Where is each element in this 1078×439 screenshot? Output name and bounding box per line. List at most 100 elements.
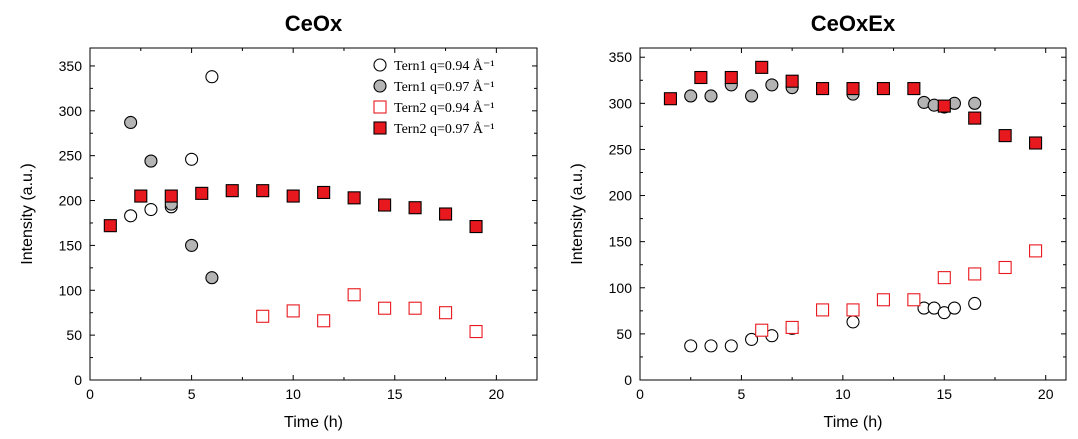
data-point (286, 304, 300, 318)
legend-marker (373, 79, 387, 93)
data-point (937, 99, 951, 113)
series-square-open (755, 244, 1043, 337)
legend-marker (373, 58, 387, 72)
data-point (998, 129, 1012, 143)
data-point (755, 60, 769, 74)
data-point (124, 209, 138, 223)
legend: Tern1 q=0.94 Å⁻¹ Tern1 q=0.97 Å⁻¹ Tern2 q=… (373, 58, 495, 137)
data-point (968, 111, 982, 125)
series-circle-open (684, 296, 982, 353)
y-tick-label: 50 (616, 326, 632, 342)
data-point (195, 186, 209, 200)
data-point (846, 82, 860, 96)
plot-frame (89, 47, 538, 381)
data-point (745, 89, 759, 103)
x-tick-label: 15 (936, 386, 952, 402)
data-point (846, 303, 860, 317)
data-point (755, 323, 769, 337)
data-point (704, 89, 718, 103)
data-point (164, 189, 178, 203)
data-point (947, 301, 961, 315)
legend-label: Tern1 q=0.94 Å⁻¹ (394, 58, 495, 74)
data-point (694, 70, 708, 85)
data-point (704, 339, 718, 353)
y-tick-label: 50 (66, 327, 82, 343)
x-tick-label: 0 (86, 386, 94, 402)
series-square-filled (103, 184, 483, 234)
legend-label: Tern2 q=0.97 Å⁻¹ (394, 121, 495, 137)
data-point (144, 202, 158, 217)
x-tick-label: 5 (738, 386, 746, 402)
legend-marker (373, 121, 387, 135)
series-circle-filled (684, 78, 982, 114)
series-square-filled (663, 60, 1043, 150)
data-point (724, 339, 738, 353)
y-tick-label: 150 (59, 237, 83, 253)
y-tick-label: 150 (609, 234, 633, 250)
y-axis-label: Intensity (a.u.) (19, 163, 36, 264)
y-tick-label: 350 (59, 58, 83, 74)
data-point (286, 189, 300, 203)
data-point (785, 320, 799, 334)
data-point (408, 301, 422, 315)
data-point (876, 293, 890, 307)
data-point (968, 296, 982, 311)
data-point (907, 293, 921, 307)
data-point (765, 78, 779, 92)
data-point (225, 184, 239, 198)
data-point (998, 260, 1012, 275)
y-tick-label: 0 (624, 372, 632, 388)
data-point (439, 306, 453, 320)
y-tick-label: 250 (609, 141, 633, 157)
y-tick-label: 200 (609, 188, 633, 204)
data-point (846, 315, 860, 329)
data-point (256, 309, 270, 323)
data-point (663, 92, 677, 106)
data-point (144, 154, 158, 168)
x-tick-label: 20 (489, 386, 505, 402)
chart-title: CeOx (285, 11, 343, 36)
data-point (103, 219, 117, 233)
data-point (134, 189, 148, 203)
data-point (684, 339, 698, 353)
data-point (469, 324, 483, 339)
plot-frame (639, 47, 1067, 381)
y-tick-label: 350 (609, 49, 633, 65)
x-axis-label: Time (h) (284, 414, 343, 431)
data-point (347, 191, 361, 205)
y-tick-label: 100 (609, 280, 633, 296)
data-point (185, 238, 199, 252)
x-axis-label: Time (h) (824, 414, 883, 431)
data-point (378, 301, 392, 315)
x-tick-label: 10 (285, 386, 301, 402)
x-tick-label: 15 (387, 386, 403, 402)
data-point (745, 332, 759, 346)
data-point (937, 271, 951, 285)
data-point (968, 96, 982, 110)
data-point (205, 70, 219, 84)
data-point (684, 89, 698, 103)
chart-title: CeOxEx (811, 11, 896, 36)
x-tick-label: 10 (835, 386, 851, 402)
data-point (317, 314, 331, 328)
legend-label: Tern2 q=0.94 Å⁻¹ (394, 100, 495, 116)
data-point (724, 70, 738, 85)
data-point (124, 115, 138, 130)
legend-marker (373, 100, 387, 114)
data-point (1029, 136, 1043, 150)
y-tick-label: 0 (74, 372, 82, 388)
y-tick-label: 100 (59, 282, 83, 298)
y-tick-label: 300 (609, 95, 633, 111)
series-square-open (256, 288, 483, 339)
y-axis-label: Intensity (a.u.) (569, 163, 586, 264)
data-point (469, 220, 483, 234)
data-point (907, 82, 921, 96)
x-tick-label: 20 (1038, 386, 1054, 402)
legend-label: Tern1 q=0.97 Å⁻¹ (394, 79, 495, 95)
y-tick-label: 200 (59, 193, 83, 209)
data-point (439, 207, 453, 221)
y-tick-label: 250 (59, 148, 83, 164)
